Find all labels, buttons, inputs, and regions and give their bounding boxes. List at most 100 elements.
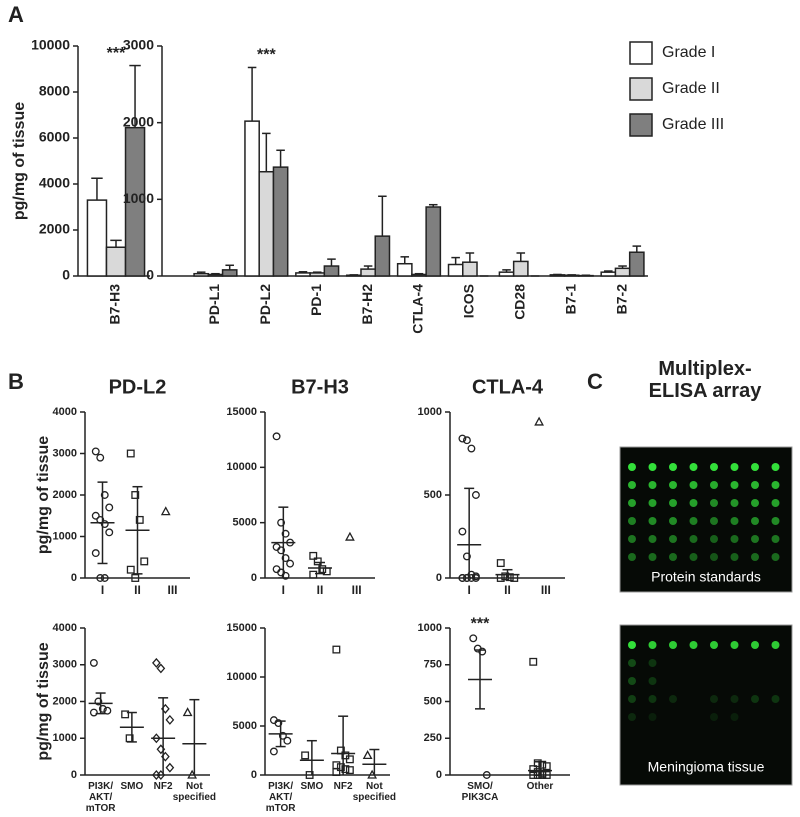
point: [478, 647, 487, 656]
bar: [193, 272, 210, 277]
point: [505, 573, 514, 582]
array-spot: [689, 463, 698, 471]
y-tick-label: 10000: [31, 37, 70, 53]
point: [467, 444, 476, 453]
x-tick-label: II: [504, 584, 511, 597]
point: [362, 750, 373, 760]
point: [309, 570, 318, 579]
x-tick-label: Not specified: [352, 781, 397, 803]
array-title-box: Multiplex- ELISA array: [648, 358, 762, 402]
point: [100, 491, 109, 499]
array-spot: [648, 659, 657, 667]
bar: [549, 274, 566, 277]
point: [345, 766, 354, 775]
point: [341, 765, 350, 774]
legend-label: Grade III: [662, 116, 724, 133]
point: [103, 706, 112, 715]
point: [156, 663, 166, 674]
array-spot: [771, 481, 780, 489]
x-tick-label: III: [351, 584, 362, 597]
x-tick-label: NF2: [153, 781, 173, 792]
bar: [498, 271, 515, 277]
x-tick-label-box: SMO: [300, 781, 323, 792]
array-spot: [689, 481, 698, 489]
y-tick-label: 0: [251, 769, 257, 781]
y-tick-label: 15000: [226, 406, 257, 418]
x-tick-label: Not specified: [172, 781, 217, 803]
point: [100, 574, 109, 582]
y-tick-label: 1000: [53, 530, 77, 542]
y-tick-label: 1000: [418, 406, 442, 418]
y-tick-label: 1000: [418, 622, 442, 634]
array-spot: [648, 641, 657, 649]
bar: [345, 274, 362, 277]
point: [91, 549, 100, 558]
array-spot: [730, 499, 739, 507]
array-spot: [648, 553, 657, 561]
x-tick-label: PI3K/ AKT/ mTOR: [265, 781, 296, 814]
point: [100, 520, 109, 528]
array-image: [619, 624, 793, 786]
array-spot: [628, 641, 636, 649]
array-spot: [669, 517, 677, 525]
x-tick-label-box: III: [167, 584, 177, 597]
point: [529, 771, 538, 779]
array-spot: [751, 499, 759, 507]
annotation: ***: [107, 45, 126, 62]
y-tick-label: 0: [71, 769, 77, 781]
y-tick-label: 500: [424, 695, 442, 707]
point: [135, 515, 144, 524]
array-spot: [771, 641, 780, 649]
point: [529, 657, 538, 666]
point: [471, 491, 480, 499]
point: [272, 565, 281, 574]
array-spot: [751, 695, 759, 703]
point: [94, 697, 103, 706]
array-spot: [628, 695, 636, 703]
point: [542, 762, 551, 771]
point: [281, 554, 290, 563]
array-spot: [628, 553, 636, 561]
point: [131, 574, 140, 582]
bar: [512, 260, 529, 277]
x-tick-label-box: I: [101, 584, 104, 597]
array-spot: [710, 535, 718, 543]
x-tick-label-box: NF2: [153, 781, 173, 792]
array-spot: [771, 695, 780, 703]
point: [538, 771, 547, 779]
y-tick-label: 0: [436, 769, 442, 781]
point: [336, 763, 345, 772]
array-spot: [751, 535, 759, 543]
array-spot: [628, 517, 636, 525]
point: [152, 733, 161, 744]
x-tick-label-box: PI3K/ AKT/ mTOR: [265, 781, 296, 814]
x-tick-label: SMO/ PIK3CA: [461, 781, 499, 803]
array-spot: [751, 481, 759, 489]
array-spot: [771, 553, 780, 561]
x-tick-label-box: II: [134, 584, 141, 597]
y-tick-label: 6000: [39, 129, 70, 145]
array-spot: [730, 481, 739, 489]
x-tick-label: PD-L1: [206, 284, 222, 325]
array-spot: [730, 695, 739, 703]
array-spot: [771, 535, 780, 543]
x-tick-label: I: [467, 584, 471, 597]
bar: [323, 265, 340, 277]
array-title: Multiplex- ELISA array: [648, 358, 762, 402]
y-tick-label: 0: [251, 572, 257, 584]
y-tick-label: 750: [424, 659, 442, 671]
point: [309, 551, 318, 560]
array-image: [619, 446, 793, 593]
point: [462, 552, 471, 561]
point: [160, 506, 171, 516]
array-spot: [669, 641, 677, 649]
x-tick-label: PI3K/ AKT/ mTOR: [85, 781, 116, 814]
point: [272, 432, 281, 441]
point: [272, 543, 281, 551]
x-tick-label: B7-2: [613, 284, 629, 315]
bar: [462, 261, 478, 277]
x-tick-label-box: II: [504, 584, 511, 597]
array-spot: [730, 713, 739, 721]
point: [277, 546, 286, 555]
